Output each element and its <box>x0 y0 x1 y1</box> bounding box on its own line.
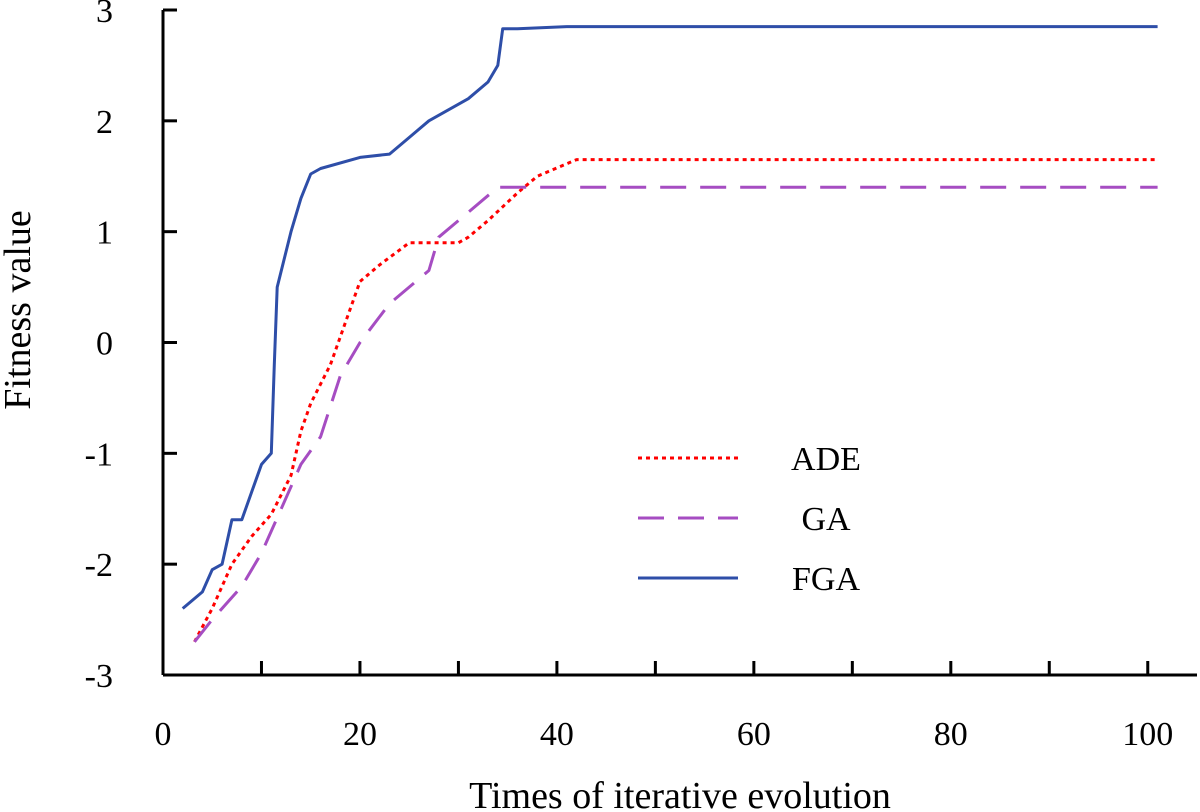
x-tick-label: 40 <box>540 716 574 753</box>
series-line-ga <box>193 185 1158 643</box>
x-tick-label: 100 <box>1122 716 1173 753</box>
x-tick-label: 0 <box>155 716 172 753</box>
series-line-fga <box>181 25 1158 610</box>
y-tick-label: 1 <box>96 215 113 252</box>
y-axis-title: Fitness value <box>0 210 39 409</box>
x-axis-title: Times of iterative evolution <box>469 775 891 812</box>
y-tick-label: 0 <box>96 326 113 363</box>
legend-label-ade: ADE <box>791 441 861 478</box>
series-line-ade <box>193 158 1158 643</box>
y-tick-label: 2 <box>96 104 113 141</box>
x-tick-label: 80 <box>934 716 968 753</box>
series-layer <box>181 25 1158 643</box>
y-tick-label: -1 <box>85 436 113 473</box>
x-tick-label: 20 <box>343 716 377 753</box>
y-tick-label: 3 <box>96 0 113 30</box>
legend-label-ga: GA <box>801 501 851 538</box>
y-tick-label: -2 <box>85 547 113 584</box>
y-tick-label: -3 <box>85 658 113 695</box>
x-tick-label: 60 <box>737 716 771 753</box>
legend-label-fga: FGA <box>792 561 860 598</box>
legend: ADE GA FGA <box>638 441 861 598</box>
axes: -3 -2 -1 0 1 2 3 0 20 40 60 80 100 <box>85 0 1197 753</box>
